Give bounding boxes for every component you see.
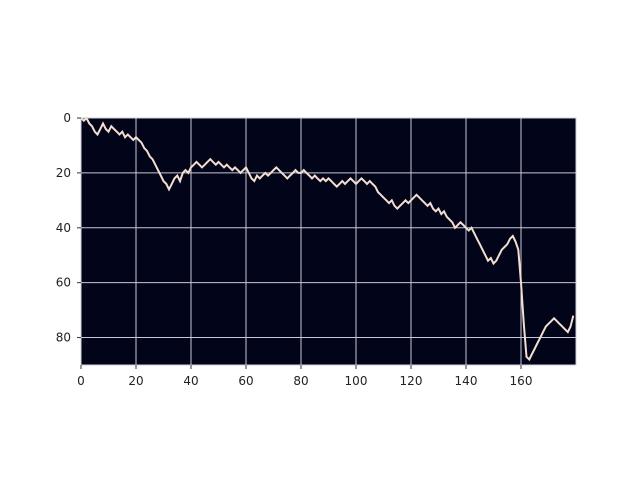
y-axis: 0 20 40 60 80 xyxy=(56,111,81,345)
y-tick-label: 40 xyxy=(56,221,71,235)
series-line xyxy=(80,116,575,362)
x-tick-label: 20 xyxy=(128,374,143,388)
plot-background xyxy=(81,118,576,365)
x-tick-label: 160 xyxy=(510,374,533,388)
x-tick-label: 140 xyxy=(455,374,478,388)
x-tick-label: 0 xyxy=(77,374,85,388)
x-tick-label: 60 xyxy=(238,374,253,388)
y-tick-label: 20 xyxy=(56,166,71,180)
x-tick-label: 80 xyxy=(293,374,308,388)
y-tick-label: 0 xyxy=(63,111,71,125)
plot-area xyxy=(80,116,577,366)
y-tick-label: 60 xyxy=(56,276,71,290)
x-tick-label: 40 xyxy=(183,374,198,388)
series-layer xyxy=(80,116,575,362)
x-axis: 0 20 40 60 80 100 120 140 160 xyxy=(77,365,532,388)
y-tick-label: 80 xyxy=(56,331,71,345)
plot-frame xyxy=(80,117,577,366)
grid xyxy=(81,118,576,365)
x-tick-label: 100 xyxy=(345,374,368,388)
x-tick-label: 120 xyxy=(400,374,423,388)
